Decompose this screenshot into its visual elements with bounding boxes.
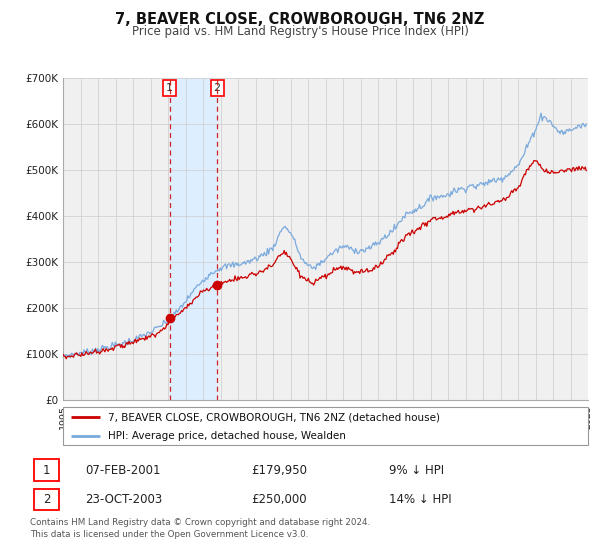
Text: Contains HM Land Registry data © Crown copyright and database right 2024.
This d: Contains HM Land Registry data © Crown c…: [30, 518, 370, 539]
Text: 7, BEAVER CLOSE, CROWBOROUGH, TN6 2NZ: 7, BEAVER CLOSE, CROWBOROUGH, TN6 2NZ: [115, 12, 485, 27]
Text: 07-FEB-2001: 07-FEB-2001: [85, 464, 161, 477]
FancyBboxPatch shape: [34, 489, 59, 510]
Text: £250,000: £250,000: [251, 493, 307, 506]
Text: 2: 2: [214, 83, 221, 93]
Text: 1: 1: [43, 464, 50, 477]
FancyBboxPatch shape: [34, 459, 59, 480]
Text: 7, BEAVER CLOSE, CROWBOROUGH, TN6 2NZ (detached house): 7, BEAVER CLOSE, CROWBOROUGH, TN6 2NZ (d…: [107, 412, 440, 422]
Text: Price paid vs. HM Land Registry's House Price Index (HPI): Price paid vs. HM Land Registry's House …: [131, 25, 469, 38]
Text: £179,950: £179,950: [251, 464, 307, 477]
Text: 23-OCT-2003: 23-OCT-2003: [85, 493, 163, 506]
Text: 2: 2: [43, 493, 50, 506]
Text: 1: 1: [166, 83, 173, 93]
Text: 9% ↓ HPI: 9% ↓ HPI: [389, 464, 444, 477]
Text: 14% ↓ HPI: 14% ↓ HPI: [389, 493, 451, 506]
Text: HPI: Average price, detached house, Wealden: HPI: Average price, detached house, Weal…: [107, 431, 346, 441]
Bar: [170, 78, 217, 400]
FancyBboxPatch shape: [63, 407, 588, 445]
